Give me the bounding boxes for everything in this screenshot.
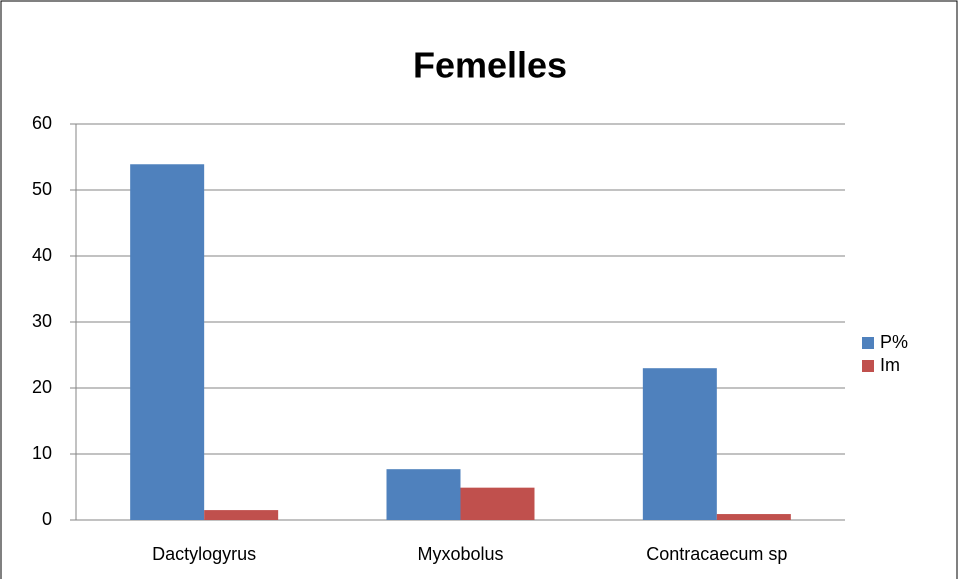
bar [460,487,535,520]
bar [716,514,791,520]
bar [386,469,461,520]
legend-swatch [862,337,874,349]
bar [204,510,279,520]
y-tick-label: 10 [32,443,52,463]
x-tick-label: Dactylogyrus [152,544,256,564]
y-tick-label: 60 [32,113,52,133]
legend-label: Im [880,355,900,375]
bar [130,164,205,520]
bar [642,368,717,520]
y-tick-label: 30 [32,311,52,331]
x-tick-label: Contracaecum sp [646,544,787,564]
y-tick-label: 40 [32,245,52,265]
y-tick-label: 0 [42,509,52,529]
legend-swatch [862,360,874,372]
legend-label: P% [880,332,908,352]
y-tick-label: 20 [32,377,52,397]
x-tick-label: Myxobolus [417,544,503,564]
y-tick-label: 50 [32,179,52,199]
chart-title: Femelles [413,45,567,86]
